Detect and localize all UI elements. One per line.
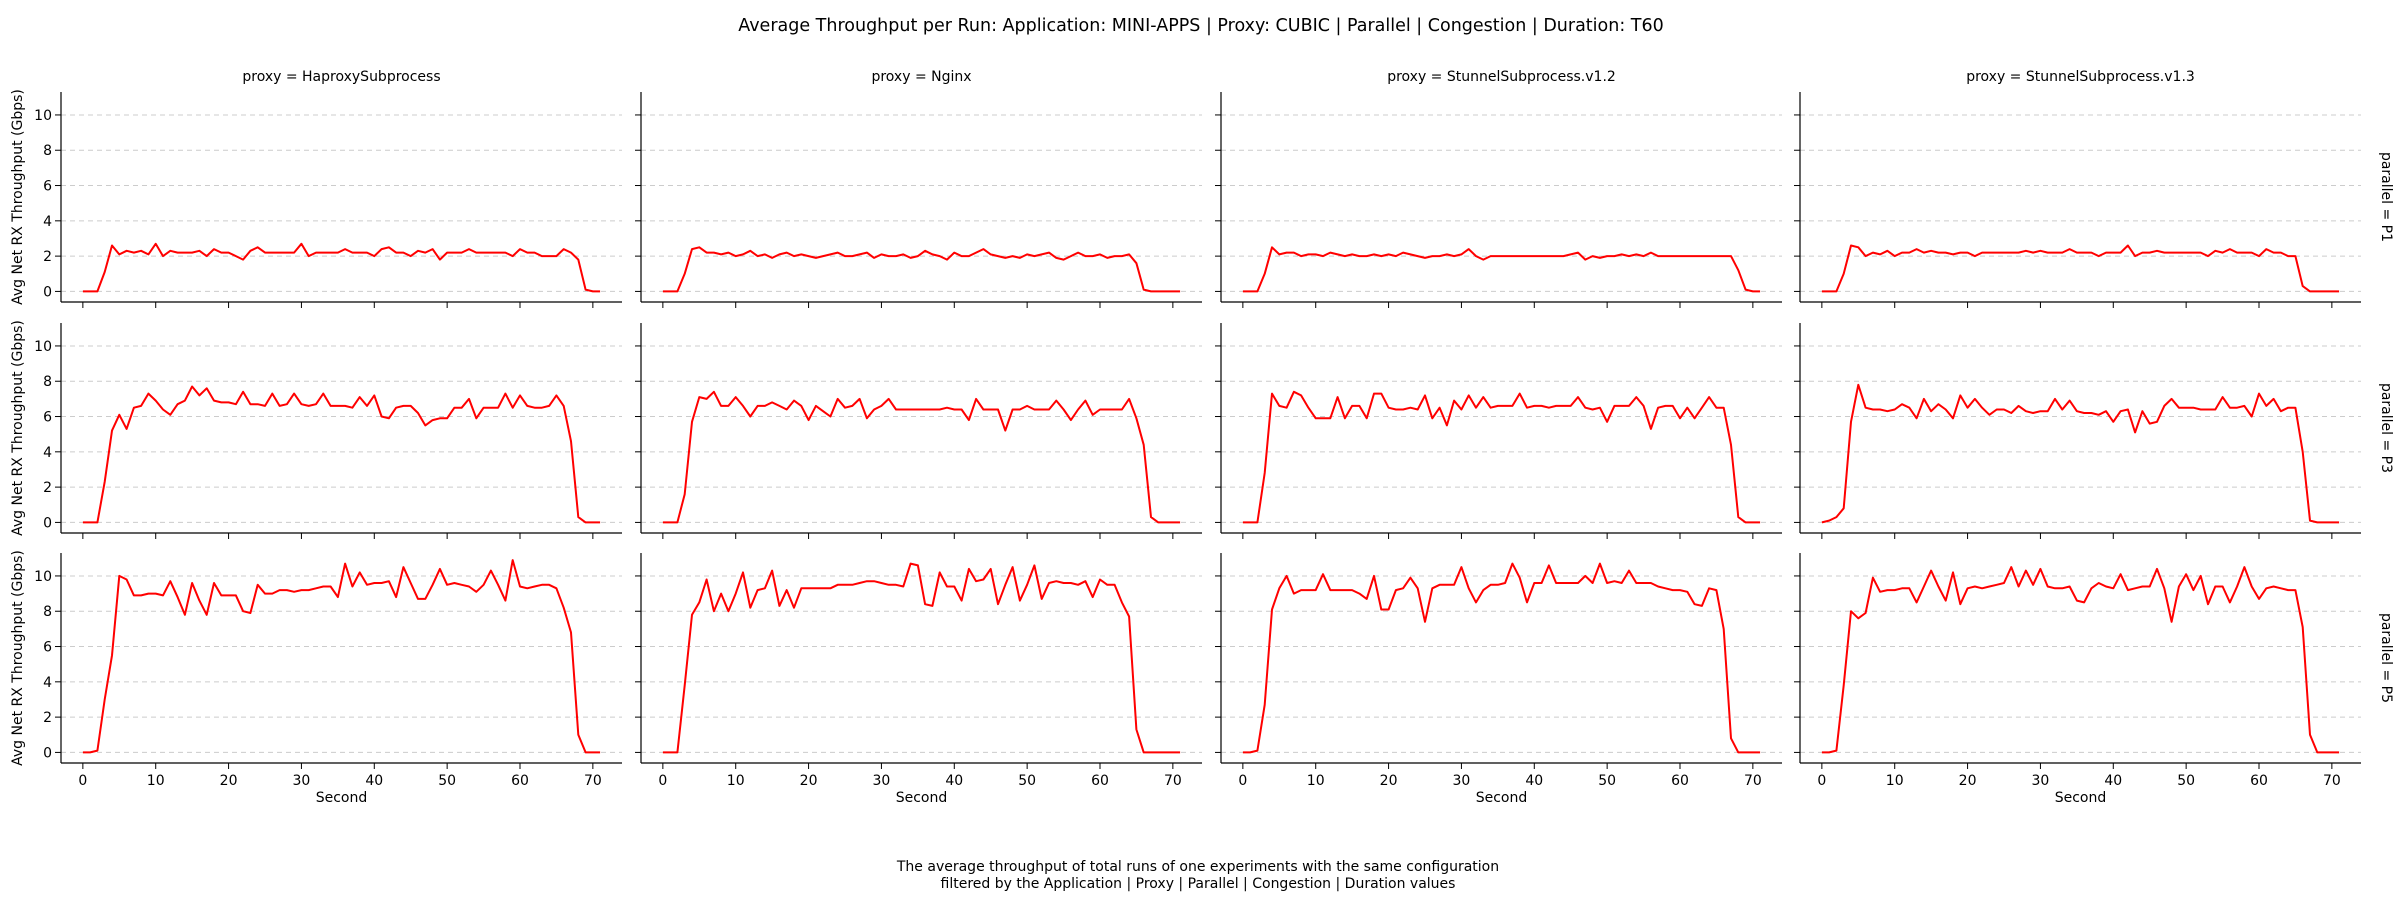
facet-panel: 0 2 4 6 8 10 proxy = HaproxySubprocess Avg Net … xyxy=(10,69,622,308)
x-tick-label: 70 xyxy=(1744,773,1762,789)
y-tick-label: 8 xyxy=(43,604,52,620)
facet-panels: 0 2 4 6 8 10 proxy = HaproxySubprocess Avg Net … xyxy=(10,69,2394,806)
x-axis-label: Second xyxy=(1476,790,1528,806)
y-tick-label: 4 xyxy=(43,675,52,691)
y-tick-label: 0 xyxy=(43,745,52,761)
y-tick-label: 6 xyxy=(43,410,52,426)
facet-panel: proxy = Nginx xyxy=(635,69,1202,308)
x-tick-label: 50 xyxy=(438,773,456,789)
facet-column-label: proxy = StunnelSubprocess.v1.3 xyxy=(1966,69,2195,85)
x-tick-label: 0 xyxy=(658,773,667,789)
series-line xyxy=(1242,562,1761,754)
x-tick-label: 10 xyxy=(147,773,165,789)
facet-panel: 0 2 4 6 8 10 0 10 20 30 40 50 60 70 Avg Net RX Through… xyxy=(10,550,622,806)
facet-panel: 0 10 20 30 40 50 60 70 Second xyxy=(635,553,1202,806)
series-line xyxy=(1821,244,2340,293)
series-line xyxy=(1821,383,2340,524)
facet-panel: 0 10 20 30 40 50 60 70 parallel = P5 Second xyxy=(1794,553,2394,806)
series-line xyxy=(1821,566,2340,754)
x-tick-label: 30 xyxy=(873,773,891,789)
chart-title: Average Throughput per Run: Application:… xyxy=(738,16,1664,36)
y-axis-label: Avg Net RX Throughput (Gbps) xyxy=(10,320,26,536)
x-tick-label: 60 xyxy=(511,773,529,789)
y-tick-label: 8 xyxy=(43,143,52,159)
y-tick-label: 2 xyxy=(43,710,52,726)
x-tick-label: 0 xyxy=(1817,773,1826,789)
facet-panel: proxy = StunnelSubprocess.v1.2 xyxy=(1215,69,1782,308)
y-tick-label: 10 xyxy=(34,339,52,355)
x-tick-label: 60 xyxy=(1091,773,1109,789)
x-tick-label: 10 xyxy=(727,773,745,789)
x-tick-label: 50 xyxy=(2177,773,2195,789)
series-line xyxy=(662,246,1181,293)
x-tick-label: 20 xyxy=(1380,773,1398,789)
x-tick-label: 20 xyxy=(220,773,238,789)
series-line xyxy=(662,562,1181,754)
y-axis-label: Avg Net RX Throughput (Gbps) xyxy=(10,550,26,766)
x-tick-label: 0 xyxy=(78,773,87,789)
x-tick-label: 20 xyxy=(800,773,818,789)
facet-panel: 0 2 4 6 8 10 Avg Net RX Throughput (Gbps) xyxy=(10,320,622,539)
facet-column-label: proxy = HaproxySubprocess xyxy=(242,69,440,85)
facet-row-label: parallel = P3 xyxy=(2378,383,2394,473)
x-tick-label: 40 xyxy=(945,773,963,789)
series-line xyxy=(82,242,601,293)
x-tick-label: 40 xyxy=(2104,773,2122,789)
y-tick-label: 0 xyxy=(43,515,52,531)
x-tick-label: 20 xyxy=(1959,773,1977,789)
facet-row-label: parallel = P5 xyxy=(2378,613,2394,703)
x-tick-label: 60 xyxy=(1671,773,1689,789)
series-line xyxy=(662,390,1181,524)
x-tick-label: 30 xyxy=(2032,773,2050,789)
x-tick-label: 70 xyxy=(584,773,602,789)
x-tick-label: 40 xyxy=(1525,773,1543,789)
facet-panel: proxy = StunnelSubprocess.v1.3 parallel =… xyxy=(1794,69,2394,308)
series-line xyxy=(1242,246,1761,293)
x-tick-label: 40 xyxy=(365,773,383,789)
x-tick-label: 70 xyxy=(1164,773,1182,789)
facet-panel: 0 10 20 30 40 50 60 70 Second xyxy=(1215,553,1782,806)
x-tick-label: 50 xyxy=(1598,773,1616,789)
facet-row-label: parallel = P1 xyxy=(2378,152,2394,242)
x-tick-label: 10 xyxy=(1886,773,1904,789)
series-line xyxy=(82,559,601,754)
y-tick-label: 2 xyxy=(43,249,52,265)
x-axis-label: Second xyxy=(316,790,368,806)
y-axis-label: Avg Net RX Throughput (Gbps) xyxy=(10,89,26,305)
facet-column-label: proxy = StunnelSubprocess.v1.2 xyxy=(1387,69,1616,85)
series-line xyxy=(82,385,601,524)
chart-caption-line-1: The average throughput of total runs of … xyxy=(896,859,1499,875)
facet-column-label: proxy = Nginx xyxy=(871,69,971,85)
facet-panel xyxy=(1215,323,1782,539)
series-line xyxy=(1242,390,1761,524)
x-tick-label: 60 xyxy=(2250,773,2268,789)
y-tick-label: 6 xyxy=(43,640,52,656)
x-tick-label: 30 xyxy=(293,773,311,789)
x-tick-label: 30 xyxy=(1453,773,1471,789)
y-tick-label: 10 xyxy=(34,108,52,124)
y-tick-label: 4 xyxy=(43,214,52,230)
y-tick-label: 4 xyxy=(43,445,52,461)
x-axis-label: Second xyxy=(896,790,948,806)
y-tick-label: 2 xyxy=(43,480,52,496)
x-tick-label: 70 xyxy=(2323,773,2341,789)
y-tick-label: 0 xyxy=(43,284,52,300)
y-tick-label: 8 xyxy=(43,374,52,390)
x-tick-label: 50 xyxy=(1018,773,1036,789)
facet-panel: parallel = P3 xyxy=(1794,323,2394,539)
y-tick-label: 10 xyxy=(34,569,52,585)
facet-panel xyxy=(635,323,1202,539)
x-tick-label: 10 xyxy=(1307,773,1325,789)
x-tick-label: 0 xyxy=(1238,773,1247,789)
y-tick-label: 6 xyxy=(43,179,52,195)
x-axis-label: Second xyxy=(2055,790,2107,806)
chart-caption-line-2: filtered by the Application | Proxy | Pa… xyxy=(941,876,1456,892)
